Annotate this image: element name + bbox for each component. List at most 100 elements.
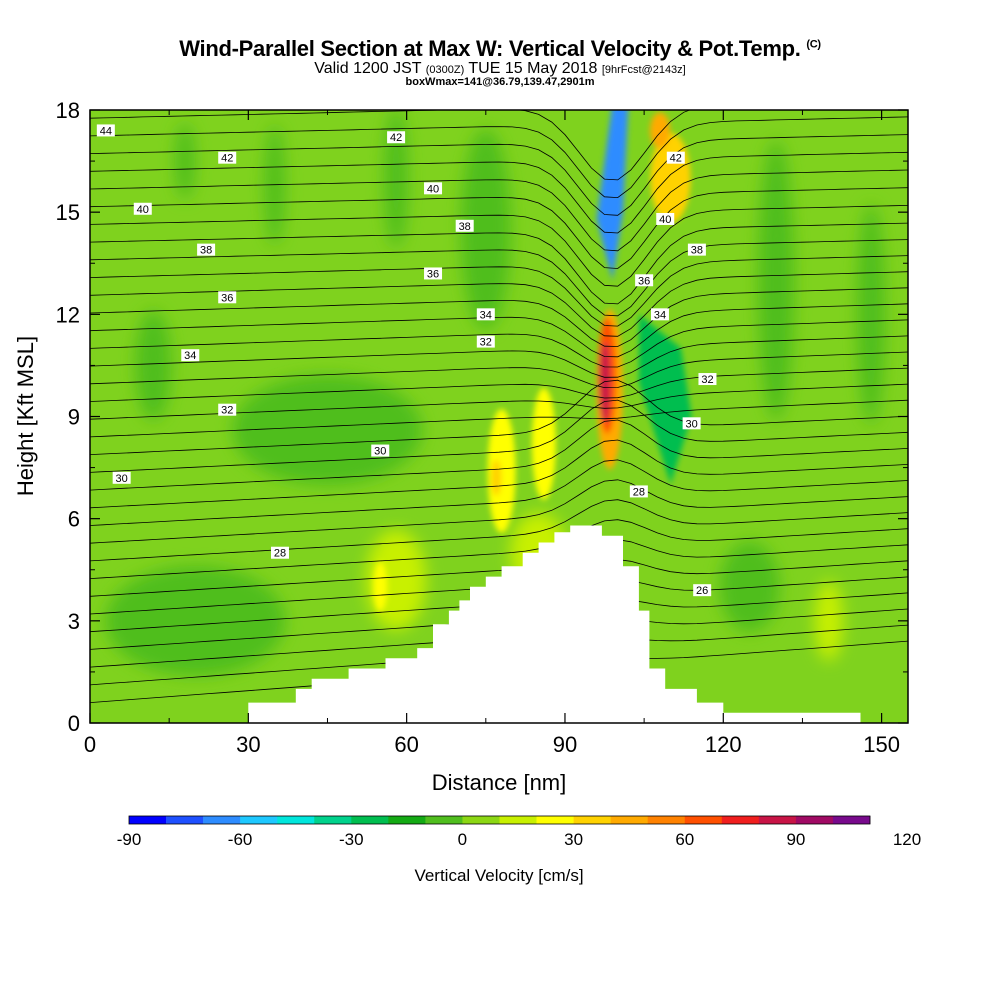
colorbar-swatch <box>351 816 389 824</box>
velocity-blob <box>758 140 795 421</box>
velocity-blob <box>105 565 286 676</box>
colorbar-swatch <box>684 816 723 824</box>
contour-label: 34 <box>181 349 200 362</box>
colorbar-swatch <box>462 816 500 824</box>
colorbar-swatch <box>277 816 315 824</box>
theta-contour-line <box>90 379 908 455</box>
contour-label: 32 <box>698 373 717 386</box>
contour-label-bg <box>476 308 495 321</box>
theta-contour-line <box>90 205 908 287</box>
contour-label-bg <box>218 291 237 304</box>
colorbar-tick-label: -30 <box>339 830 364 849</box>
contour-label-text: 42 <box>221 153 233 165</box>
contour-label-bg <box>218 151 237 164</box>
contour-label-text: 30 <box>686 418 698 430</box>
contour-label: 28 <box>270 546 289 560</box>
contour-label: 44 <box>96 124 115 137</box>
colorbar-tick-label: 60 <box>675 830 694 849</box>
contour-label: 38 <box>455 219 474 233</box>
theta-contour-line <box>90 335 908 378</box>
chart-title-unit: (C) <box>806 38 821 51</box>
y-tick-label: 3 <box>68 609 80 634</box>
contour-label-text: 32 <box>701 374 713 386</box>
contour-label: 36 <box>424 267 443 280</box>
contour-label-text: 32 <box>221 405 233 417</box>
contour-label: 36 <box>635 274 654 287</box>
contour-label-bg <box>666 151 685 164</box>
valid-prefix: Valid 1200 JST <box>314 60 422 77</box>
contour-label-text: 34 <box>654 309 666 321</box>
contour-label-text: 38 <box>691 245 703 257</box>
theta-contour-line <box>90 303 908 358</box>
colorbar: -90 -60 -30 0 30 60 90 120 <box>117 815 921 849</box>
theta-contour-line <box>90 499 908 562</box>
contour-label-text: 42 <box>670 153 682 165</box>
contour-label-bg <box>181 349 200 362</box>
x-tick-label: 150 <box>863 732 900 757</box>
contour-label-text: 30 <box>116 473 128 485</box>
y-tick-label: 9 <box>68 405 80 430</box>
contour-label: 26 <box>693 584 712 597</box>
contour-label-text: 40 <box>427 183 439 195</box>
contour-label: 40 <box>656 212 675 226</box>
contour-label-bg <box>687 243 706 256</box>
theta-contour-line <box>90 367 908 402</box>
velocity-blob <box>460 129 511 330</box>
contour-label-text: 36 <box>638 275 650 287</box>
y-tick-label: 15 <box>56 200 80 225</box>
theta-contour-line <box>90 169 908 252</box>
x-axis-label: Distance [nm] <box>432 770 567 795</box>
theta-contour-line <box>90 116 908 199</box>
theta-contour-line <box>90 419 908 491</box>
contour-label-bg <box>270 546 289 559</box>
contour-label-text: 34 <box>184 350 196 362</box>
velocity-blob <box>638 314 692 485</box>
contour-label: 28 <box>629 485 648 498</box>
contour-label-text: 38 <box>459 221 471 233</box>
contour-label-text: 36 <box>221 292 233 304</box>
x-tick-label: 90 <box>553 732 577 757</box>
colorbar-swatch <box>795 816 834 824</box>
contour-label-text: 36 <box>427 268 439 280</box>
contour-label-bg <box>635 274 654 287</box>
contour-label: 42 <box>218 151 237 165</box>
contour-label-bg <box>656 212 675 225</box>
valid-utc: (0300Z) <box>425 64 465 76</box>
theta-contour-line <box>90 239 908 317</box>
contour-label-bg <box>218 403 237 416</box>
contour-label-text: 40 <box>137 204 149 216</box>
colorbar-swatch <box>536 816 574 824</box>
colorbar-tick-label: 120 <box>893 830 921 849</box>
velocity-blob <box>384 110 409 249</box>
colorbar-tick-label: 30 <box>564 830 583 849</box>
contour-label: 38 <box>197 243 216 257</box>
theta-contour-line <box>90 399 908 473</box>
contour-label-text: 26 <box>696 585 708 597</box>
contour-label-bg <box>197 243 216 256</box>
colorbar-swatch <box>314 816 352 824</box>
velocity-blob <box>174 123 195 200</box>
theta-contour-line <box>90 134 908 216</box>
colorbar-swatch <box>166 816 204 824</box>
contour-label-bg <box>629 485 648 498</box>
contour-label-text: 32 <box>480 337 492 349</box>
velocity-blob <box>857 204 886 425</box>
colorbar-swatch <box>425 816 463 824</box>
valid-time: Valid 1200 JST (0300Z) TUE 15 May 2018 [… <box>0 60 1000 78</box>
contour-label-bg <box>424 267 443 280</box>
contour-label: 32 <box>218 403 237 417</box>
theta-contour-line <box>90 399 908 438</box>
theta-contour-line <box>90 439 908 509</box>
contour-label-text: 34 <box>480 309 492 321</box>
colorbar-swatch <box>832 816 871 824</box>
x-tick-label: 0 <box>84 732 96 757</box>
contour-label: 40 <box>133 202 152 216</box>
y-tick-label: 12 <box>56 302 80 327</box>
x-tick-label: 120 <box>705 732 742 757</box>
y-tick-label: 0 <box>68 711 80 736</box>
colorbar-tick-label: 0 <box>458 830 467 849</box>
theta-contour-line <box>90 110 691 181</box>
theta-contour-line <box>90 519 908 579</box>
theta-contour-line <box>90 255 908 327</box>
